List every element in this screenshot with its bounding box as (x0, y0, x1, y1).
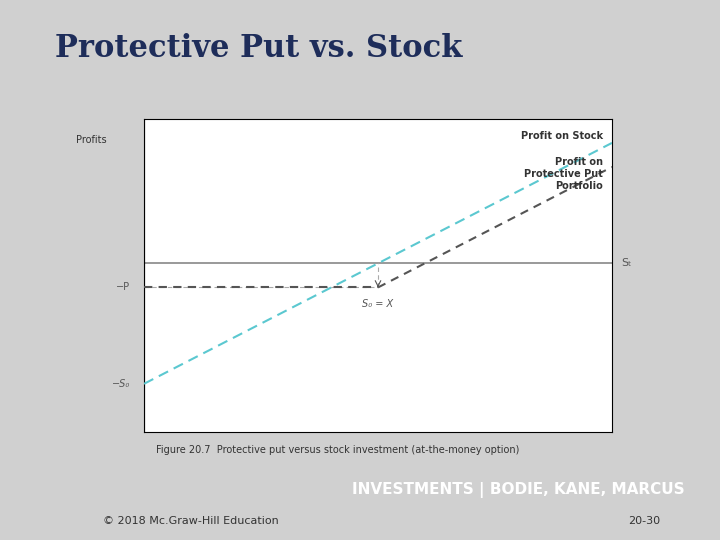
Text: © 2018 Mc.Graw-Hill Education: © 2018 Mc.Graw-Hill Education (103, 516, 279, 526)
Text: −S₀: −S₀ (112, 379, 130, 389)
Text: −P: −P (116, 282, 130, 293)
Text: 20-30: 20-30 (628, 516, 660, 526)
Text: Sₜ: Sₜ (621, 258, 631, 268)
Text: Profits: Profits (76, 136, 107, 145)
Text: S₀ = X: S₀ = X (362, 300, 394, 309)
Text: Figure 20.7  Protective put versus stock investment (at-the-money option): Figure 20.7 Protective put versus stock … (156, 446, 519, 456)
Text: Profit on Stock: Profit on Stock (521, 131, 603, 141)
Text: Protective Put vs. Stock: Protective Put vs. Stock (55, 33, 463, 64)
Text: INVESTMENTS | BODIE, KANE, MARCUS: INVESTMENTS | BODIE, KANE, MARCUS (352, 482, 685, 498)
Text: Profit on
Protective Put
Portfolio: Profit on Protective Put Portfolio (523, 157, 603, 191)
